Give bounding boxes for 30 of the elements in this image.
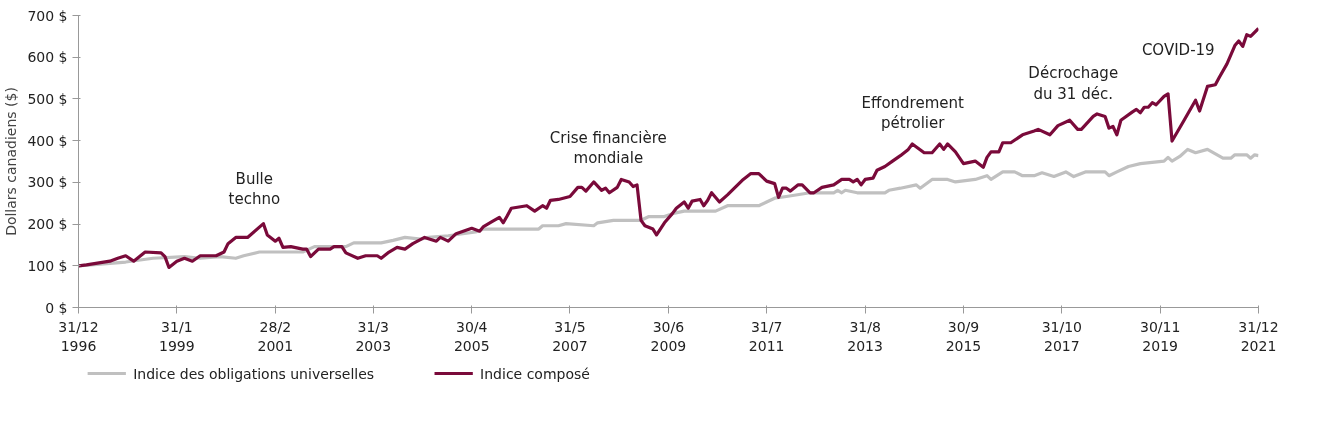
x-tick-label: 28/2 2001 xyxy=(257,318,294,354)
y-axis-title: Dollars canadiens ($) xyxy=(3,87,20,236)
x-tick-label: 31/12 2021 xyxy=(1238,318,1279,354)
y-tick-label: 700 $ xyxy=(27,7,68,24)
y-tick-label: 200 $ xyxy=(27,216,68,233)
annotation: Crise financière mondiale xyxy=(549,128,667,168)
x-tick-label: 31/1 1999 xyxy=(159,318,195,354)
y-tick-label: 600 $ xyxy=(27,49,68,66)
x-tick-label: 30/4 2005 xyxy=(453,318,490,354)
y-tick-label: 0 $ xyxy=(45,299,68,316)
line-series xyxy=(78,26,1259,270)
annotation: Bulle techno xyxy=(228,169,281,209)
annotation: Décrochage du 31 déc. xyxy=(1028,64,1119,104)
legend-label: Indice composé xyxy=(480,365,590,382)
y-tick-label: 300 $ xyxy=(27,174,68,191)
y-tick-label: 100 $ xyxy=(27,257,68,274)
y-tick-label: 400 $ xyxy=(27,132,68,149)
annotation: COVID-19 xyxy=(1141,41,1215,60)
x-tick-label: 31/10 2017 xyxy=(1041,318,1082,354)
y-tick-label: 500 $ xyxy=(27,90,68,107)
x-tick-label: 31/12 1996 xyxy=(58,318,99,354)
annotation: Effondrement pétrolier xyxy=(861,93,965,133)
x-tick-label: 31/3 2003 xyxy=(355,318,392,354)
x-tick-label: 30/6 2009 xyxy=(650,318,687,354)
legend-label: Indice des obligations universelles xyxy=(133,365,375,382)
x-tick-label: 31/5 2007 xyxy=(552,318,588,354)
x-tick-label: 31/8 2013 xyxy=(847,318,883,354)
x-tick-label: 30/11 2019 xyxy=(1139,318,1181,354)
x-tick-label: 31/7 2011 xyxy=(748,318,785,354)
x-tick-label: 30/9 2015 xyxy=(945,318,982,354)
